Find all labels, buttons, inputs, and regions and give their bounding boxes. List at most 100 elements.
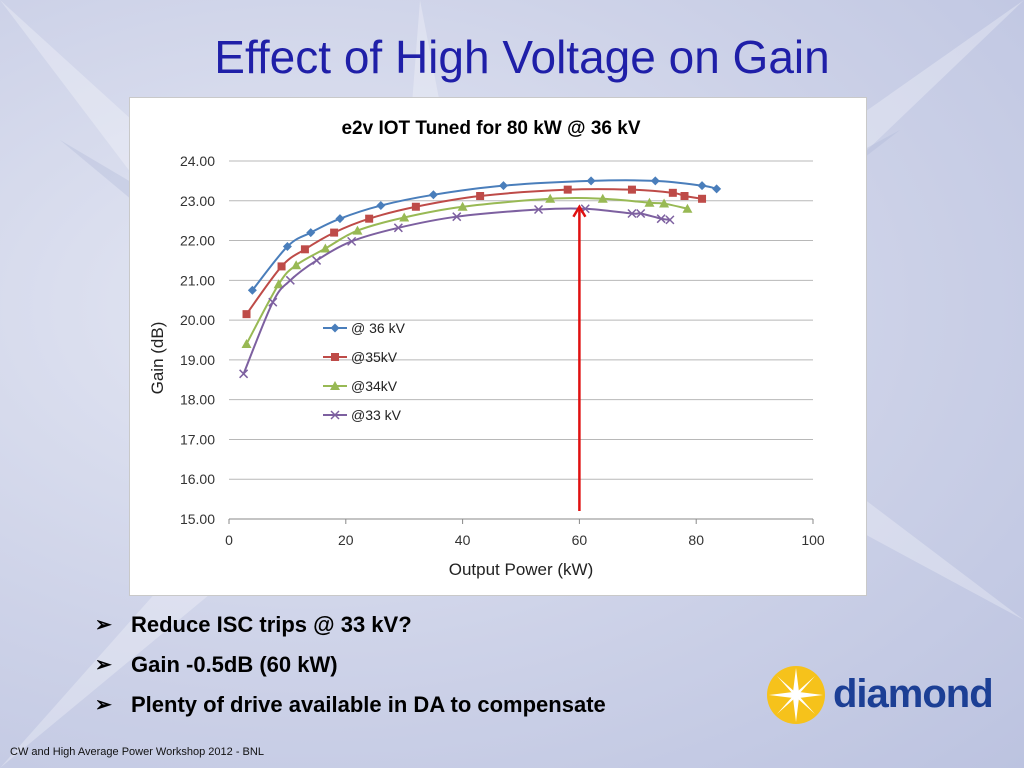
data-point xyxy=(306,228,316,238)
chart-panel: e2v IOT Tuned for 80 kW @ 36 kV 15.00 16.… xyxy=(129,97,867,596)
legend-item: @ 36 kV xyxy=(323,320,406,336)
legend-marker xyxy=(330,410,340,420)
x-axis-label: Output Power (kW) xyxy=(449,560,594,579)
data-point xyxy=(428,190,438,200)
bullet-arrow-icon: ➢ xyxy=(95,654,112,676)
slide-footer: CW and High Average Power Workshop 2012 … xyxy=(10,746,264,758)
y-tick-label: 24.00 xyxy=(180,153,215,169)
bullet-arrow-icon: ➢ xyxy=(95,694,112,716)
data-point xyxy=(347,236,357,246)
data-point xyxy=(399,212,410,222)
slide-title: Effect of High Voltage on Gain xyxy=(214,31,830,83)
y-tick-label: 16.00 xyxy=(180,471,215,487)
logo-wordmark: diamond xyxy=(833,672,994,716)
y-tick-label: 15.00 xyxy=(180,511,215,527)
data-point xyxy=(411,202,420,211)
data-point xyxy=(665,215,675,225)
data-point xyxy=(312,255,322,265)
data-point xyxy=(320,243,331,253)
series-35kv xyxy=(242,185,707,319)
data-point xyxy=(300,245,309,254)
y-tick-label: 20.00 xyxy=(180,312,215,328)
legend-item: @35kV xyxy=(323,349,398,365)
series-36kv xyxy=(247,176,722,295)
data-point xyxy=(668,188,677,197)
data-point xyxy=(335,214,345,224)
data-point xyxy=(241,338,252,348)
data-point xyxy=(282,242,292,252)
data-point xyxy=(291,260,302,270)
legend-marker xyxy=(330,381,340,390)
data-point xyxy=(393,223,403,233)
bullet-text: Gain -0.5dB (60 kW) xyxy=(131,652,338,677)
data-point xyxy=(352,225,363,235)
data-point xyxy=(498,181,508,191)
data-point xyxy=(545,193,556,203)
x-tick-label: 80 xyxy=(688,532,704,548)
y-tick-label: 17.00 xyxy=(180,431,215,447)
data-point xyxy=(586,176,596,186)
data-point xyxy=(533,204,544,215)
data-point xyxy=(650,176,660,186)
data-point xyxy=(697,181,707,191)
x-tick-label: 60 xyxy=(572,532,588,548)
x-tick-label: 40 xyxy=(455,532,471,548)
data-point xyxy=(659,198,670,208)
data-point xyxy=(247,285,257,295)
data-point xyxy=(644,197,655,207)
x-tick-label: 100 xyxy=(801,532,825,548)
legend-item: @34kV xyxy=(323,378,398,394)
legend-label: @34kV xyxy=(351,378,398,394)
y-axis-label: Gain (dB) xyxy=(148,322,167,395)
data-point xyxy=(285,275,295,285)
series-line xyxy=(245,188,703,315)
legend-item: @33 kV xyxy=(323,407,402,423)
legend-label: @35kV xyxy=(351,349,398,365)
data-point xyxy=(365,214,374,223)
data-point xyxy=(682,203,693,213)
data-point xyxy=(239,369,249,379)
y-tick-label: 19.00 xyxy=(180,352,215,368)
data-point xyxy=(277,262,286,271)
data-point xyxy=(268,297,278,307)
starburst-icon xyxy=(767,666,825,724)
arrow-head xyxy=(572,204,587,218)
diamond-logo: diamond xyxy=(765,664,994,724)
x-tick-label: 20 xyxy=(338,532,354,548)
y-tick-label: 22.00 xyxy=(180,233,215,249)
data-point xyxy=(712,184,722,194)
series-lines xyxy=(239,176,722,379)
data-point xyxy=(627,208,637,219)
data-point xyxy=(563,185,572,194)
bullet-text: Reduce ISC trips @ 33 kV? xyxy=(131,612,412,637)
axes: 15.00 16.00 17.00 18.00 19.00 20.00 21.00 22.00… xyxy=(180,153,825,548)
chart-title: e2v IOT Tuned for 80 kW @ 36 kV xyxy=(341,118,640,139)
y-tick-label: 21.00 xyxy=(180,272,215,288)
data-point xyxy=(330,228,339,237)
data-point xyxy=(452,212,462,222)
series-34kv xyxy=(241,193,693,348)
y-tick-label: 18.00 xyxy=(180,392,215,408)
data-point xyxy=(273,279,284,289)
series-line xyxy=(251,179,717,291)
data-point xyxy=(242,310,251,319)
chart-legend: @ 36 kV @35kV @34kV @33 kV xyxy=(323,320,406,423)
data-point xyxy=(680,192,689,201)
data-point xyxy=(627,185,636,194)
legend-label: @ 36 kV xyxy=(351,320,406,336)
legend-label: @33 kV xyxy=(351,407,402,423)
legend-marker xyxy=(331,353,339,361)
legend-marker xyxy=(330,323,340,333)
data-point xyxy=(376,201,386,211)
series-33kv xyxy=(239,204,675,379)
series-line xyxy=(245,197,688,345)
gain-chart: e2v IOT Tuned for 80 kW @ 36 kV 15.00 16.… xyxy=(148,118,825,579)
bullet-text: Plenty of drive available in DA to compe… xyxy=(131,692,606,717)
data-point xyxy=(597,193,608,203)
gridlines xyxy=(229,160,813,520)
data-point xyxy=(656,214,666,224)
data-point xyxy=(636,208,646,219)
data-point xyxy=(457,201,468,211)
data-point xyxy=(698,194,707,203)
bullet-arrow-icon: ➢ xyxy=(95,614,112,636)
